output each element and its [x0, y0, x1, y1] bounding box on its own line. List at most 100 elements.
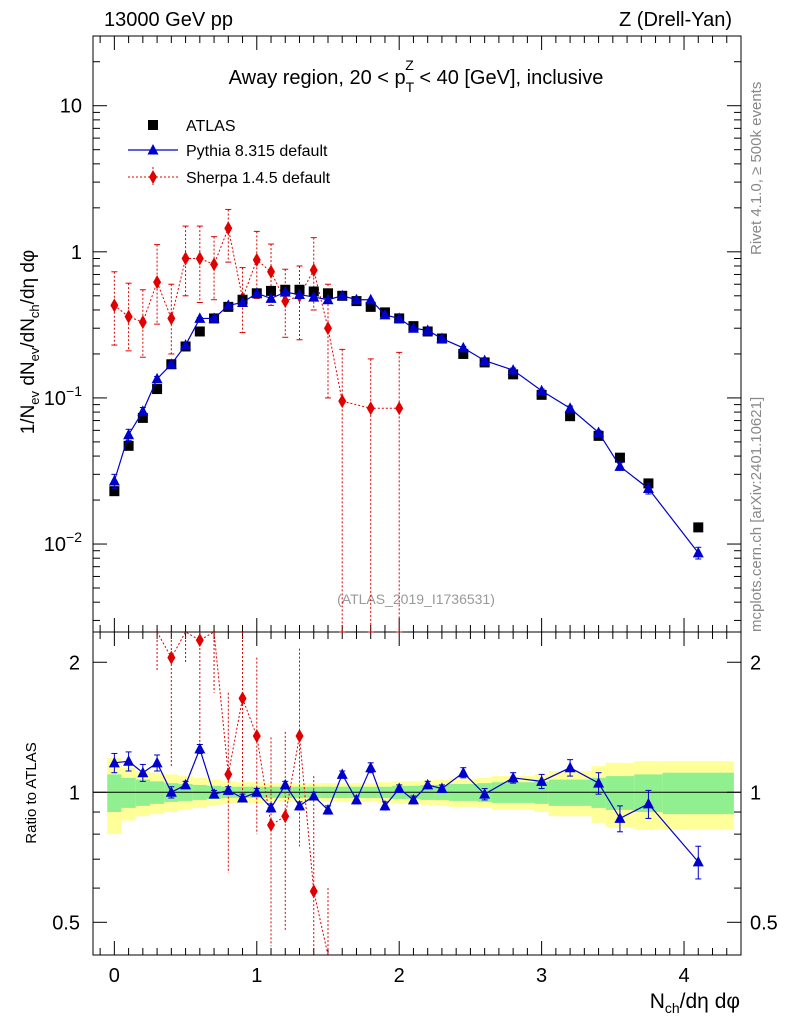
- legend-label: Pythia 8.315 default: [186, 143, 328, 160]
- pythia-ratio-point: [407, 793, 419, 805]
- pythia-point: [308, 291, 320, 302]
- atlas-point: [152, 384, 163, 395]
- pythia-point: [407, 322, 419, 333]
- atlas-point: [693, 522, 704, 533]
- pythia-ratio-point: [614, 812, 626, 823]
- sherpa-point: [110, 298, 119, 313]
- energy-label: 13000 GeV pp: [104, 9, 233, 31]
- y-axis-label-ratio: Ratio to ATLAS: [23, 742, 40, 843]
- pythia-point: [507, 364, 519, 375]
- pythia-ratio-point: [379, 799, 391, 811]
- pythia-point: [251, 287, 263, 298]
- pythia-point: [208, 312, 220, 323]
- y-tick-label: 0.5: [52, 912, 80, 934]
- pythia-point: [614, 460, 626, 471]
- y-tick-label: 10−2: [44, 529, 82, 556]
- pythia-point: [265, 292, 277, 303]
- pythia-point: [536, 384, 548, 396]
- x-tick-label: 2: [394, 965, 405, 987]
- sherpa-ratio-point: [281, 809, 290, 824]
- pythia-point: [137, 405, 149, 416]
- y-tick-label: 0.5: [750, 912, 778, 934]
- sherpa-ratio-point: [252, 728, 261, 743]
- y-tick-label: 2: [69, 652, 80, 674]
- legend-pythia-marker: [147, 144, 159, 155]
- sherpa-point: [210, 257, 219, 272]
- pythia-point: [642, 482, 654, 493]
- atlas-point: [194, 326, 205, 337]
- pythia-ratio-point: [336, 768, 348, 779]
- sherpa-point: [366, 401, 375, 416]
- pythia-ratio-point: [393, 782, 405, 794]
- pythia-ratio-point: [294, 799, 306, 811]
- atlas-point: [565, 411, 576, 422]
- band-inner-segment: [107, 774, 122, 813]
- band-inner-segment: [121, 777, 136, 808]
- pythia-ratio-point: [507, 771, 519, 783]
- sherpa-point: [195, 251, 204, 266]
- sherpa-ratio-point: [238, 691, 247, 706]
- atlas-point: [322, 288, 333, 299]
- pythia-ratio-point: [308, 790, 320, 801]
- pythia-point: [123, 428, 135, 440]
- process-label: Z (Drell-Yan): [619, 9, 732, 31]
- pythia-point: [294, 288, 306, 300]
- pythia-ratio-point: [692, 855, 704, 867]
- sherpa-point: [153, 275, 162, 290]
- pythia-point: [457, 341, 469, 353]
- pythia-ratio-point: [151, 756, 163, 768]
- y-axis-label-main: 1/Nev dNev/dNch/dη dφ: [18, 250, 42, 435]
- pythia-ratio-point: [593, 777, 605, 788]
- pythia-point: [436, 332, 448, 344]
- pythia-ratio-point: [279, 778, 291, 790]
- atlas-point: [614, 452, 625, 463]
- pythia-point: [365, 293, 377, 305]
- pythia-point: [108, 475, 120, 486]
- sherpa-point: [267, 264, 276, 279]
- pythia-ratio-point: [237, 791, 249, 803]
- pythia-ratio-point: [180, 778, 192, 790]
- pythia-ratio-point: [137, 766, 149, 778]
- atlas-point: [123, 440, 134, 451]
- x-tick-label: 4: [678, 965, 689, 987]
- pythia-ratio-point: [422, 778, 434, 790]
- pythia-point: [564, 402, 576, 413]
- pythia-point: [350, 293, 362, 305]
- pythia-ratio-point: [322, 803, 334, 815]
- pythia-ratio-point: [123, 755, 135, 766]
- pythia-ratio-point: [165, 786, 177, 797]
- sherpa-ratio-point: [267, 817, 276, 832]
- pythia-ratio-point: [208, 788, 220, 799]
- sherpa-ratio-point: [195, 633, 204, 648]
- sherpa-point: [124, 309, 133, 324]
- legend-atlas-marker: [148, 120, 158, 130]
- pythia-ratio-point: [436, 782, 448, 794]
- pythia-point: [180, 339, 192, 350]
- pythia-point: [393, 312, 405, 323]
- pythia-point: [194, 312, 206, 323]
- sherpa-point: [181, 251, 190, 266]
- pythia-ratio-point: [457, 766, 469, 778]
- pythia-point: [237, 296, 249, 307]
- sherpa-point: [167, 311, 176, 326]
- main-plot-marks: [108, 208, 704, 633]
- x-tick-label: 3: [536, 965, 547, 987]
- sherpa-point: [309, 263, 318, 278]
- pythia-ratio-point: [251, 786, 263, 797]
- atlas-point: [458, 348, 469, 359]
- pythia-ratio-point: [642, 797, 654, 809]
- pythia-ratio-point: [265, 801, 277, 813]
- legend-sherpa-marker: [149, 170, 157, 184]
- pythia-ratio-point: [564, 761, 576, 773]
- pythia-point: [593, 426, 605, 437]
- atlas-point: [266, 285, 277, 296]
- band-inner-segment: [662, 772, 734, 815]
- pythia-point: [279, 286, 291, 297]
- y-tick-label: 10: [60, 96, 82, 118]
- pythia-ratio-point: [222, 784, 234, 795]
- atlas-point: [109, 486, 120, 497]
- pythia-point: [692, 546, 704, 558]
- sherpa-point: [323, 321, 332, 336]
- pythia-ratio-point: [108, 756, 120, 768]
- sherpa-ratio-point: [295, 728, 304, 743]
